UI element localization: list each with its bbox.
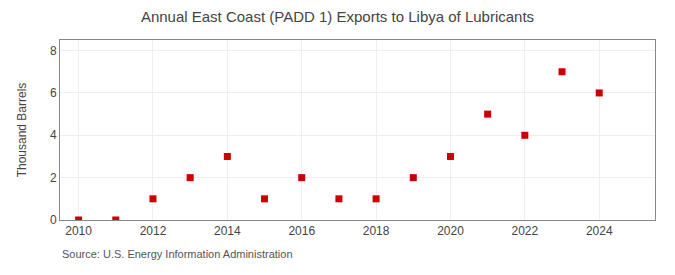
svg-text:2012: 2012 xyxy=(140,224,167,238)
svg-text:2014: 2014 xyxy=(214,224,241,238)
svg-text:4: 4 xyxy=(50,128,57,142)
svg-text:8: 8 xyxy=(50,44,57,58)
svg-text:2018: 2018 xyxy=(363,224,390,238)
svg-text:2016: 2016 xyxy=(288,224,315,238)
svg-text:0: 0 xyxy=(50,213,57,227)
svg-text:2: 2 xyxy=(50,171,57,185)
svg-text:2010: 2010 xyxy=(65,224,92,238)
svg-text:Source: U.S. Energy Informatio: Source: U.S. Energy Information Administ… xyxy=(62,248,293,260)
svg-text:2022: 2022 xyxy=(511,224,538,238)
svg-text:Thousand Barrels: Thousand Barrels xyxy=(15,83,29,178)
svg-text:2020: 2020 xyxy=(437,224,464,238)
svg-text:6: 6 xyxy=(50,86,57,100)
svg-text:Annual East Coast (PADD 1) Exp: Annual East Coast (PADD 1) Exports to Li… xyxy=(141,8,534,25)
svg-text:2024: 2024 xyxy=(586,224,613,238)
